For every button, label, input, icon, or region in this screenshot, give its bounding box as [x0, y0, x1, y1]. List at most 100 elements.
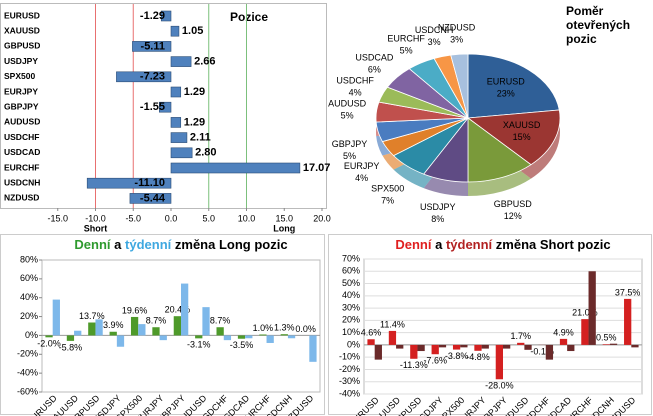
- bar: [431, 344, 439, 355]
- value-label: -1.29: [140, 10, 165, 22]
- y-tick-label: -30%: [339, 376, 360, 386]
- x-tick-label: -10.0: [85, 213, 106, 223]
- bar: [170, 56, 192, 67]
- bar: [138, 324, 146, 336]
- value-label: 2.11: [190, 132, 211, 144]
- chart-title: Poměr otevřených pozic: [566, 4, 631, 46]
- x-tick-label: 5.0: [202, 213, 215, 223]
- bar: [160, 10, 172, 22]
- slice-label: USDCHF: [336, 75, 374, 85]
- value-label: 8.7%: [210, 316, 231, 326]
- value-label: 1.7%: [510, 331, 531, 341]
- title-part: a: [114, 237, 122, 252]
- bar: [116, 335, 125, 347]
- x-tick-label: 10.0: [238, 213, 256, 223]
- slice-label: USDCNH: [415, 25, 454, 35]
- title-part: a: [435, 237, 443, 252]
- slice-label: USDJPY: [420, 202, 456, 212]
- slice-value: 6%: [368, 65, 381, 75]
- bar: [170, 162, 301, 174]
- slice-value: 15%: [513, 132, 531, 142]
- bar: [581, 319, 589, 345]
- category-label: XAUUSD: [4, 25, 40, 35]
- bar: [245, 335, 253, 339]
- x-tick-label: 15.0: [275, 213, 293, 223]
- slice: [466, 109, 561, 166]
- value-label: 11.4%: [380, 319, 405, 329]
- bar: [545, 344, 554, 360]
- value-label: -11.3%: [400, 360, 428, 370]
- category-label: EURJPY: [4, 86, 38, 96]
- y-tick-label: 50%: [342, 278, 360, 288]
- x-tick-label: -15.0: [47, 213, 68, 223]
- slice-label: AUDUSD: [328, 98, 367, 108]
- bar: [559, 338, 568, 345]
- category-label: EURUSD: [4, 10, 40, 20]
- value-label: -5.11: [141, 40, 165, 52]
- value-label: 2.80: [195, 147, 216, 159]
- bar: [624, 298, 632, 345]
- slice-value: 23%: [497, 89, 515, 99]
- bar: [517, 342, 525, 345]
- bar: [438, 344, 447, 348]
- y-tick-label: 20%: [342, 315, 360, 325]
- slice-value: 7%: [381, 196, 394, 206]
- value-label: 17.07: [303, 162, 331, 174]
- bar: [602, 344, 610, 345]
- bar: [159, 335, 167, 341]
- value-label: 1.29: [184, 86, 205, 98]
- bar: [170, 117, 182, 128]
- category-label: AUDUSD: [4, 117, 40, 127]
- value-label: 4.6%: [361, 328, 382, 338]
- slice-value: 5%: [341, 110, 354, 120]
- frame: [328, 234, 652, 415]
- bar: [417, 344, 425, 352]
- category-label: USDCHF: [4, 132, 39, 142]
- bar: [95, 319, 103, 336]
- y-tick-label: -40%: [339, 388, 360, 398]
- bar: [588, 271, 596, 345]
- bar: [609, 343, 618, 345]
- title-part: změna Long pozic: [175, 237, 288, 252]
- slice-value: 4%: [355, 173, 368, 183]
- y-tick-label: -20%: [339, 364, 360, 374]
- bar: [129, 193, 172, 204]
- y-tick-label: 80%: [20, 254, 38, 264]
- category-label: GBPUSD: [4, 41, 40, 51]
- title-part: změna Short pozic: [496, 237, 611, 252]
- category-label: USDCNH: [4, 177, 40, 187]
- bar: [216, 327, 224, 336]
- bar: [195, 335, 203, 339]
- bar: [452, 344, 461, 350]
- y-tick-label: -10%: [339, 352, 360, 362]
- slice: [467, 117, 532, 183]
- y-tick-label: 0%: [25, 330, 38, 340]
- value-label: 1.29: [184, 116, 205, 128]
- chart-title: Denní a týdenní změna Short pozic: [395, 237, 610, 252]
- value-label: -7.23: [140, 71, 165, 83]
- bar: [74, 330, 82, 336]
- value-label: -5.44: [140, 192, 166, 204]
- y-tick-label: 60%: [342, 266, 360, 276]
- title-part: týdenní: [446, 237, 493, 252]
- bar: [259, 334, 267, 336]
- slice-value: 8%: [431, 214, 444, 224]
- bar: [130, 316, 139, 336]
- value-label: 1.05: [182, 25, 203, 37]
- slice-label: GBPUSD: [494, 199, 533, 209]
- bar: [396, 344, 404, 349]
- y-tick-label: 40%: [342, 290, 360, 300]
- bar: [223, 335, 232, 341]
- value-label: -3.5%: [230, 340, 254, 350]
- bar: [88, 322, 96, 336]
- bar: [374, 344, 382, 360]
- bar: [503, 344, 511, 349]
- bar: [237, 335, 246, 339]
- value-label: 13.7%: [79, 311, 105, 321]
- bar: [116, 71, 172, 83]
- x-tick-label: -5.0: [125, 213, 141, 223]
- slice-value: 12%: [504, 211, 522, 221]
- category-label: SPX500: [4, 71, 35, 81]
- x-tick-label: 20.0: [313, 213, 331, 223]
- y-tick-label: 70%: [342, 253, 360, 263]
